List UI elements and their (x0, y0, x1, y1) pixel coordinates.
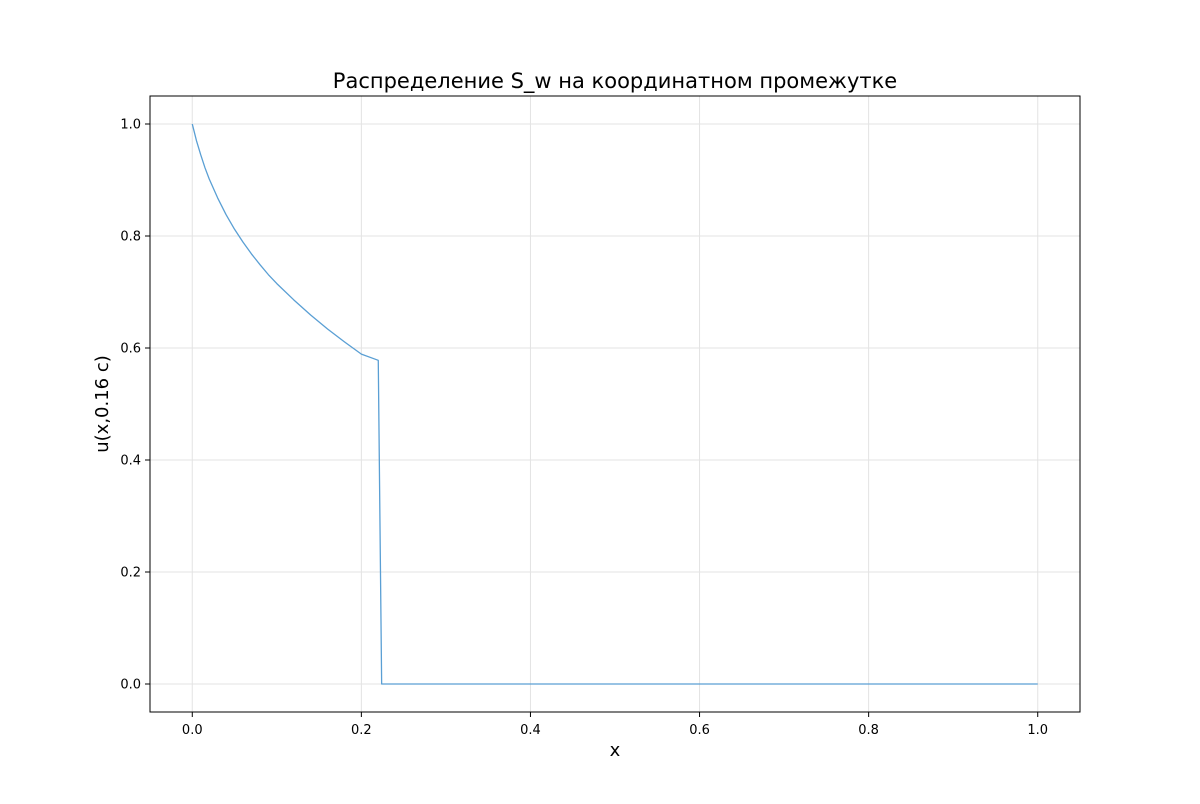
series-layer (191, 123, 1038, 685)
series-line (191, 123, 1038, 685)
x-tick-label: 0.0 (182, 723, 203, 738)
x-tick-label: 0.8 (858, 723, 879, 738)
y-tick-label: 1.0 (120, 118, 141, 133)
x-axis-title: x (610, 740, 621, 761)
grid (150, 96, 1080, 712)
x-tick-label: 1.0 (1027, 723, 1048, 738)
x-tick-label: 0.6 (689, 723, 710, 738)
x-tick-label: 0.2 (351, 723, 372, 738)
ticks: 0.0 0.2 0.4 0.6 0.8 1.0 0.0 0.2 0.4 0.6 0.8 1.0 (120, 118, 1048, 739)
y-axis-title: u(x,0.16 с) (92, 355, 113, 453)
y-tick-label: 0.2 (120, 566, 141, 581)
plot-frame (149, 95, 1081, 713)
x-tick-label: 0.4 (520, 723, 541, 738)
y-tick-label: 0.8 (120, 230, 141, 245)
y-tick-label: 0.0 (120, 678, 141, 693)
y-tick-label: 0.6 (120, 342, 141, 357)
y-tick-label: 0.4 (120, 454, 141, 469)
chart-title: Распределение S_w на координатном промеж… (333, 69, 897, 94)
